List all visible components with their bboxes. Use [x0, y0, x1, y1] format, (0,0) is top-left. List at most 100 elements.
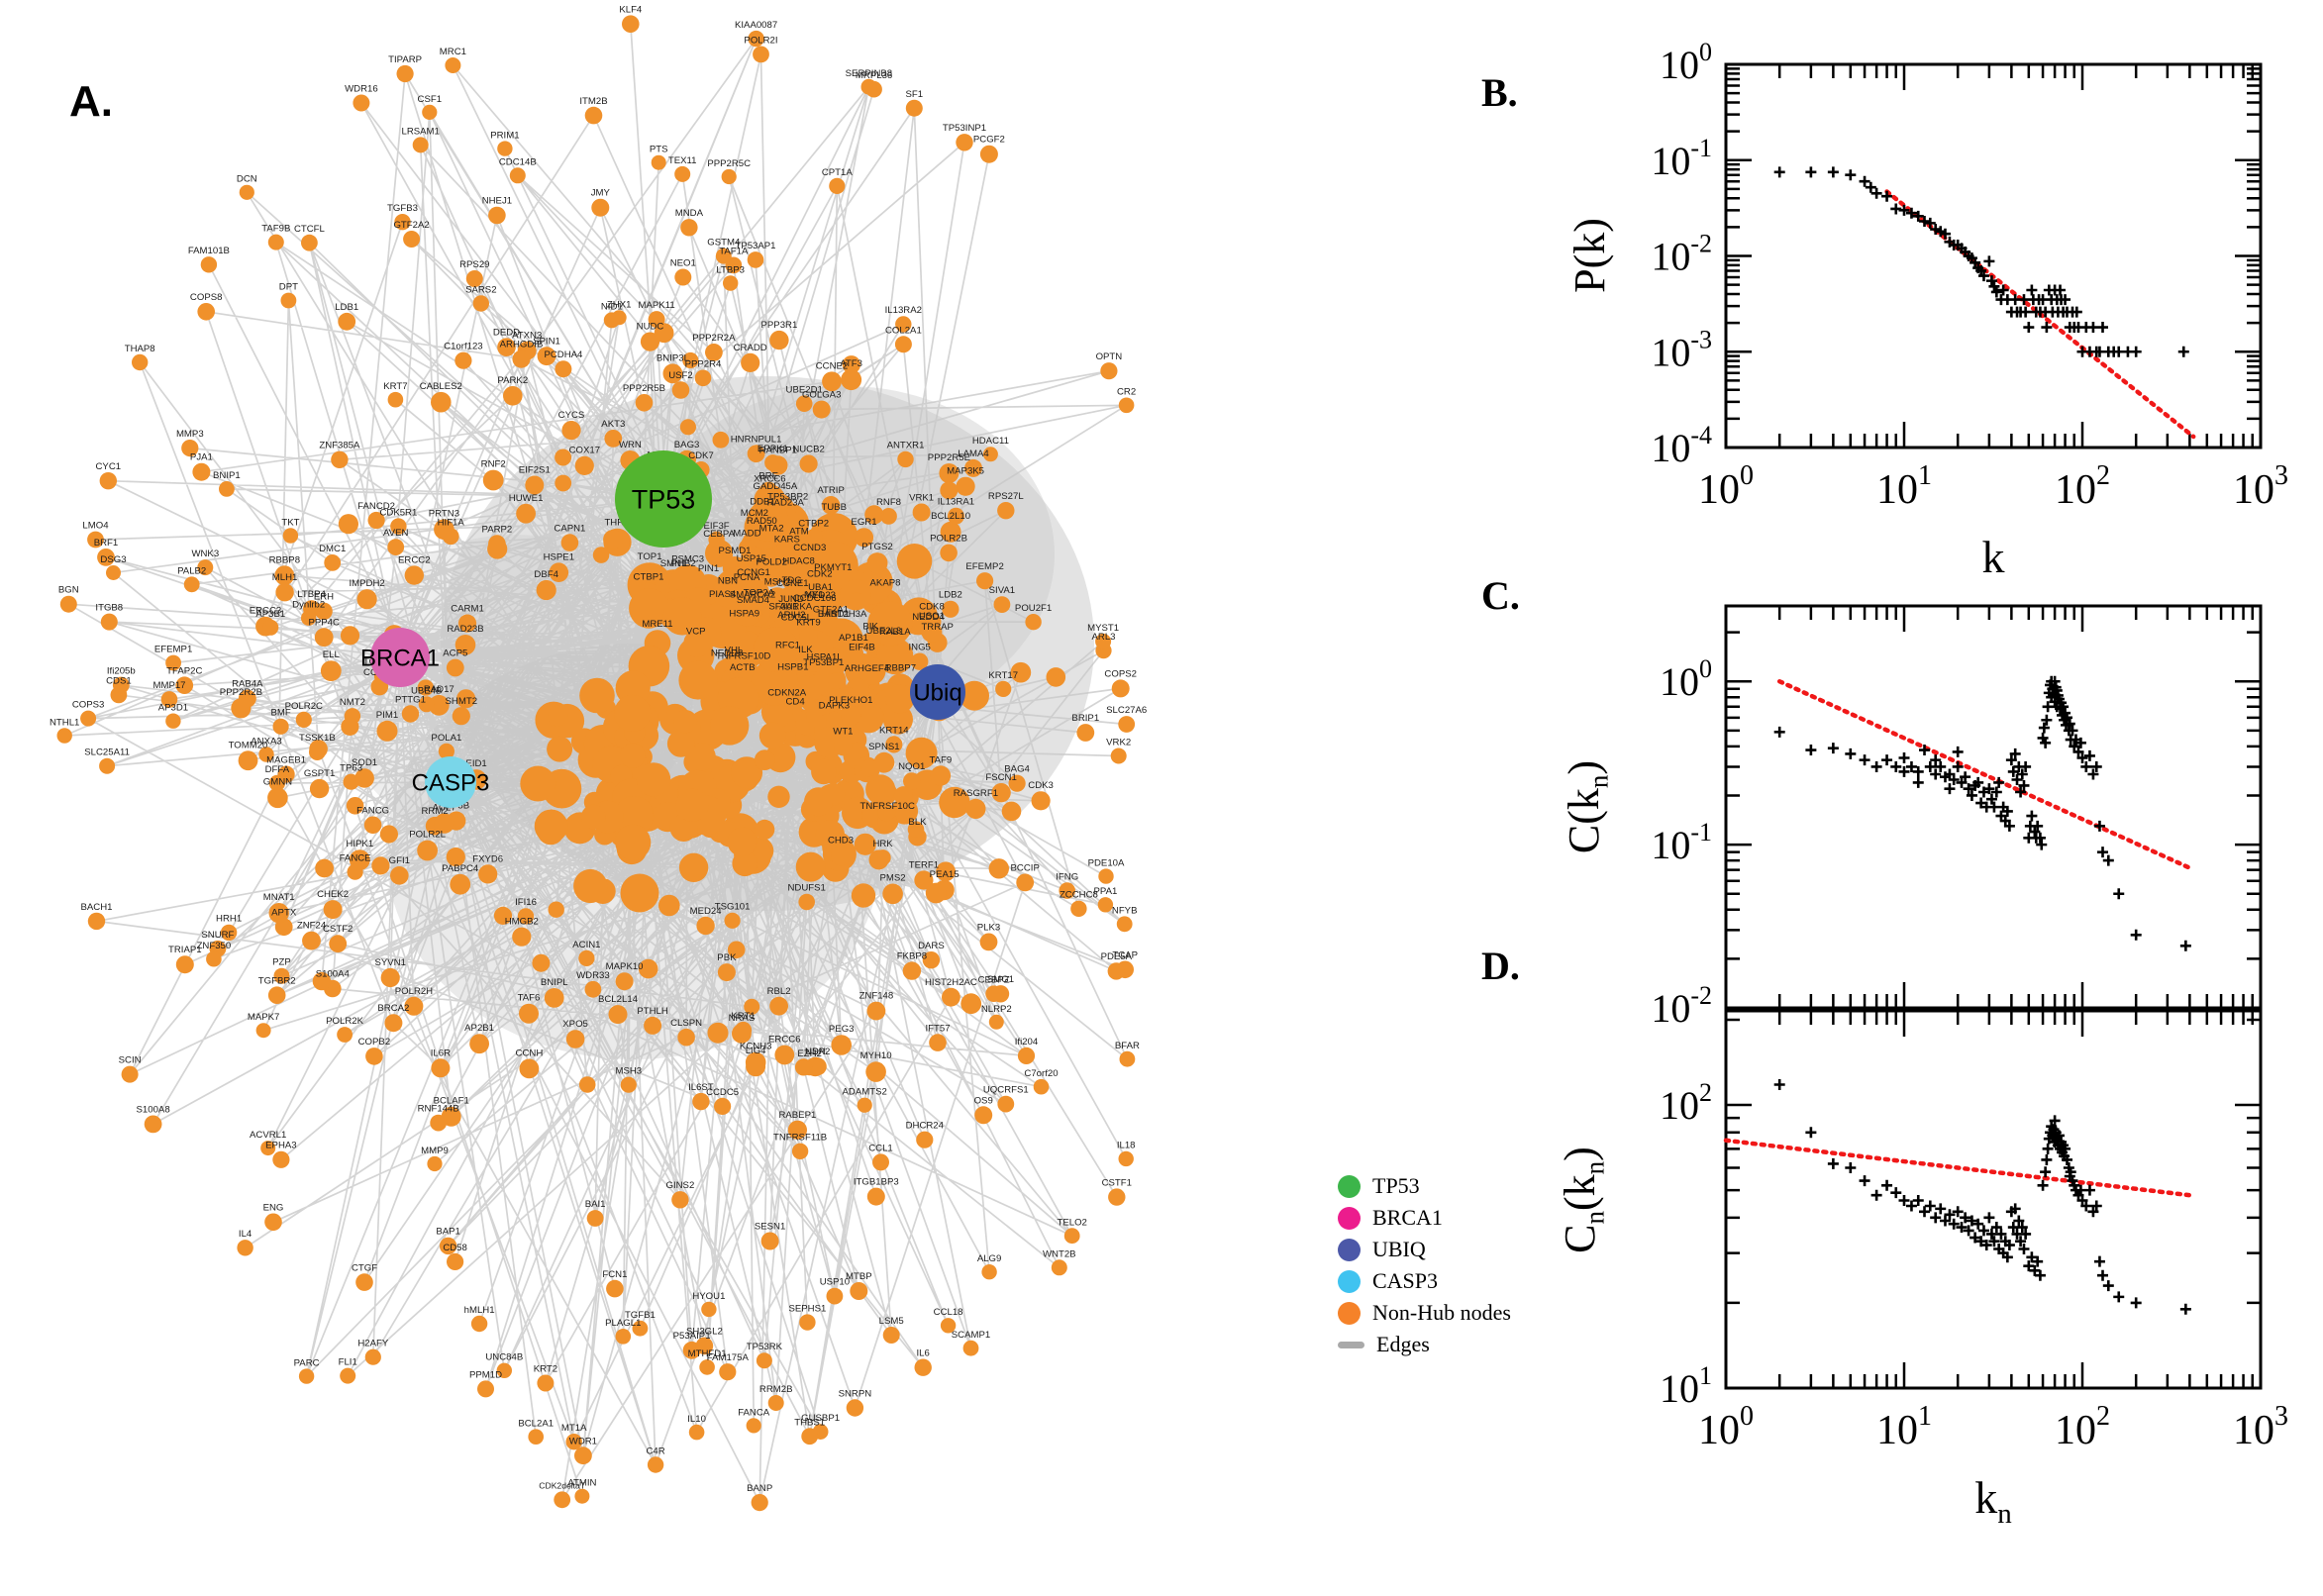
- node-label: HIPK1: [346, 839, 373, 849]
- non-hub-node: [939, 786, 970, 819]
- axis-tick-label: 102: [2055, 1401, 2110, 1453]
- node-label: RPS29: [459, 259, 489, 270]
- non-hub-node: [615, 1329, 632, 1345]
- node-label: LDB1: [335, 302, 358, 313]
- node-label: SMN1: [660, 558, 687, 569]
- non-hub-node: [822, 371, 842, 392]
- non-hub-node: [903, 772, 921, 790]
- non-hub-node: [682, 351, 699, 369]
- node-label: MADD: [733, 529, 760, 540]
- node-label: APTX: [271, 907, 297, 918]
- non-hub-node: [767, 785, 790, 808]
- node-label: RANBP1: [759, 445, 797, 455]
- node-label: MED23: [804, 590, 836, 601]
- node-label: HDAC11: [972, 436, 1009, 447]
- non-hub-node: [717, 963, 736, 982]
- non-hub-node: [942, 600, 960, 618]
- non-hub-node: [867, 601, 913, 647]
- node-label: TAF9: [930, 754, 953, 765]
- non-hub-node: [579, 677, 615, 714]
- non-hub-node: [993, 596, 1011, 613]
- non-hub-node: [865, 1061, 886, 1082]
- node-label: RABEP1: [778, 1110, 816, 1121]
- node-label: ZNF350: [197, 941, 232, 951]
- non-hub-node: [1095, 633, 1112, 649]
- non-hub-node: [1118, 397, 1135, 414]
- node-label: PLEKHO1: [829, 695, 872, 706]
- node-label: COPS2: [1104, 669, 1137, 680]
- non-hub-node: [962, 1340, 979, 1356]
- node-label: BFAR: [1115, 1041, 1140, 1051]
- legend: TP53 BRCA1 UBIQ CASP3 Non-Hub nodes Edges: [1338, 1170, 1511, 1360]
- non-hub-node: [1108, 1188, 1126, 1206]
- node-label: TGFB1: [625, 1310, 656, 1321]
- non-hub-node: [509, 167, 526, 184]
- node-label: PALB2: [177, 565, 206, 576]
- node-label: PCNA: [734, 572, 760, 583]
- non-hub-node: [985, 985, 1002, 1002]
- node-label: COPB2: [358, 1037, 391, 1047]
- non-hub-node: [688, 1424, 705, 1441]
- node-label: EID1: [465, 758, 486, 769]
- node-label: DBF4: [534, 569, 558, 580]
- node-label: PSMC3: [671, 553, 704, 564]
- node-label: NUCB2: [792, 445, 825, 455]
- node-label: SLC25A11: [84, 748, 130, 758]
- non-hub-node: [744, 998, 760, 1015]
- non-hub-node: [916, 1131, 934, 1148]
- non-hub-node: [876, 638, 914, 675]
- non-hub-node: [729, 592, 764, 627]
- non-hub-node: [603, 530, 623, 549]
- non-hub-node: [1051, 1259, 1067, 1276]
- node-label: PIAS4: [709, 589, 737, 600]
- node-label: VRK1: [909, 493, 934, 504]
- non-hub-node: [708, 531, 725, 549]
- node-label: TNFRSF10C: [859, 801, 915, 812]
- node-label: TGFB3: [387, 203, 418, 214]
- node-label: LIG4: [746, 1046, 766, 1056]
- node-label: GSPT1: [304, 768, 335, 779]
- node-label: CLSPN: [670, 1018, 702, 1029]
- panel-a-label: A.: [69, 77, 113, 126]
- node-label: S100A8: [137, 1105, 170, 1116]
- non-hub-node: [826, 711, 843, 728]
- non-hub-node: [988, 858, 1009, 879]
- non-hub-node: [751, 1494, 768, 1512]
- non-hub-node: [277, 765, 295, 783]
- non-hub-node: [422, 104, 438, 120]
- legend-label: TP53: [1372, 1173, 1420, 1198]
- node-label: TERF1: [909, 859, 939, 870]
- non-hub-node: [260, 1141, 276, 1156]
- node-label: FCN1: [602, 1269, 627, 1280]
- node-label: CCNG1: [737, 567, 770, 578]
- non-hub-node: [275, 583, 294, 602]
- node-label: NQO1: [898, 761, 925, 772]
- non-hub-node: [534, 809, 568, 844]
- panel-b-label: B.: [1481, 70, 1518, 115]
- plot-frame: [1724, 62, 2263, 449]
- hub-nodes: TP53 BRCA1 Ubiq CASP3: [360, 450, 965, 808]
- non-hub-node: [99, 472, 118, 490]
- non-hub-node: [121, 1065, 139, 1083]
- node-label: Ifi205b: [107, 666, 136, 677]
- node-label: PPP2R2B: [220, 687, 262, 698]
- node-label: PIN1: [698, 563, 719, 574]
- node-label: HIST2H2AC: [925, 977, 977, 988]
- non-hub-node: [979, 933, 998, 951]
- non-hub-node: [132, 353, 149, 371]
- node-label: PMS2: [880, 873, 906, 884]
- non-hub-node: [580, 804, 606, 830]
- node-label: XRCC6: [754, 473, 786, 484]
- non-hub-node: [902, 961, 922, 980]
- fit-line: [1884, 189, 2196, 440]
- node-label: SESN1: [755, 1222, 785, 1233]
- node-label: PPP4C: [308, 617, 340, 628]
- node-label: DHCR24: [906, 1121, 945, 1132]
- node-label: SHMT2: [446, 696, 478, 707]
- non-hub-node: [1076, 724, 1095, 742]
- non-hub-node: [586, 1210, 604, 1227]
- non-hub-node: [547, 736, 573, 762]
- node-label: VHL: [725, 646, 744, 656]
- non-hub-node: [727, 827, 758, 857]
- node-label: CCNE1: [776, 578, 809, 589]
